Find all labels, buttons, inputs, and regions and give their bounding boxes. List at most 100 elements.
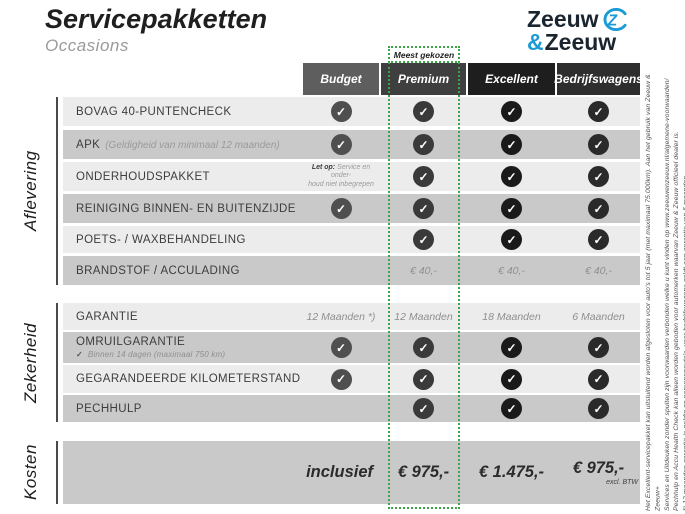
cell-bedrijfswagens: ✓ (557, 395, 640, 422)
row-label-wrap: BOVAG 40-PUNTENCHECK (76, 97, 231, 126)
check-icon: ✓ (330, 101, 352, 122)
row-label-wrap: POETS- / WAXBEHANDELING (76, 226, 246, 253)
cell-budget (303, 256, 379, 285)
price-bedrijfswagens: € 975,- excl. BTW (557, 441, 640, 504)
cell-value: € 40,- (498, 264, 525, 277)
cell-value: € 40,- (585, 264, 612, 277)
cell-bedrijfswagens: ✓ (557, 332, 640, 363)
column-header-budget: Budget (303, 63, 379, 95)
section-line-aflevering (56, 97, 58, 285)
column-header-premium: Premium (381, 63, 466, 95)
row-label: POETS- / WAXBEHANDELING (76, 233, 246, 246)
cell-excellent: ✓ (468, 130, 555, 159)
cell-excellent: ✓ (468, 365, 555, 393)
cell-budget: ✓ (303, 97, 379, 126)
cell-premium: € 40,- (381, 256, 466, 285)
logo-ampersand: & (527, 29, 544, 55)
cell-excellent: ✓ (468, 97, 555, 126)
cell-premium: ✓ (381, 395, 466, 422)
check-icon: ✓ (588, 398, 609, 419)
cell-budget: ✓ (303, 130, 379, 159)
row-label: APK (Geldigheid van minimaal 12 maanden) (76, 138, 280, 151)
check-icon: ✓ (413, 198, 434, 219)
check-icon: ✓ (501, 101, 522, 122)
row-label-wrap: BRANDSTOF / ACCULADING (76, 256, 240, 285)
table-row: OMRUILGARANTIE ✓ Binnen 14 dagen (maximaal… (63, 332, 640, 363)
cell-excellent: ✓ (468, 395, 555, 422)
row-label: PECHHULP (76, 402, 142, 415)
disclaimer-line: Services en Uitdeuken zonder spuiten zij… (663, 78, 671, 511)
cell-excellent: 18 Maanden (468, 303, 555, 330)
row-label: OMRUILGARANTIE (76, 336, 186, 348)
check-icon: ✓ (330, 368, 352, 390)
cell-budget: Let op: Service en onder-houd niet inbeg… (303, 162, 379, 191)
table-row: ONDERHOUDSPAKKET Let op: Service en onder… (63, 162, 640, 191)
column-header-bedrijfswagens: Bedrijfswagens (554, 63, 643, 95)
cell-premium: ✓ (381, 226, 466, 253)
row-label-wrap: OMRUILGARANTIE ✓ Binnen 14 dagen (maximaal… (76, 332, 225, 363)
legal-disclaimer: Het Excellent-servicepakket kan uitsluit… (644, 55, 685, 511)
disclaimer-line: *) 12 maanden garantie is geldig op pers… (682, 173, 685, 511)
check-icon: ✓ (330, 134, 352, 155)
disclaimer-line: Pechhulp en Accu Health Check kan alleen… (673, 131, 681, 511)
cell-value: 6 Maanden (572, 310, 625, 323)
table-row: APK (Geldigheid van minimaal 12 maanden) ✓… (63, 130, 640, 159)
letop-note: Let op: Service en onder-houd niet inbeg… (308, 163, 374, 188)
cell-bedrijfswagens: ✓ (557, 226, 640, 253)
cell-excellent: ✓ (468, 162, 555, 191)
section-label-kosten: Kosten (21, 444, 40, 501)
check-icon: ✓ (588, 198, 609, 219)
section-line-kosten (56, 441, 58, 504)
check-icon: ✓ (588, 166, 609, 187)
check-icon: ✓ (413, 229, 434, 250)
row-label: GARANTIE (76, 310, 138, 323)
cell-budget (303, 395, 379, 422)
zeeuw-logo: Zeeuw Z & Zeeuw (527, 7, 628, 55)
cell-value: 18 Maanden (482, 310, 541, 323)
row-label: GEGARANDEERDE KILOMETERSTAND (76, 373, 301, 385)
cell-excellent: ✓ (468, 332, 555, 363)
row-subnote: ✓ Binnen 14 dagen (maximaal 750 km) (76, 350, 226, 359)
section-label-aflevering: Aflevering (21, 150, 40, 232)
logo-line-2: & Zeeuw (527, 29, 628, 55)
cell-budget: ✓ (303, 365, 379, 393)
cell-bedrijfswagens: ✓ (557, 162, 640, 191)
check-icon: ✓ (330, 337, 352, 358)
cell-value: € 40,- (410, 264, 437, 277)
row-label-wrap: GEGARANDEERDE KILOMETERSTAND (76, 365, 300, 393)
price-excellent: € 1.475,- (468, 441, 555, 504)
cell-excellent: ✓ (468, 226, 555, 253)
check-icon: ✓ (588, 134, 609, 155)
check-icon: ✓ (413, 368, 434, 390)
kosten-row: inclusief € 975,- € 1.475,- € 975,- excl… (63, 441, 640, 504)
row-label: BRANDSTOF / ACCULADING (76, 264, 240, 277)
logo-line-1: Zeeuw Z (527, 7, 628, 32)
check-icon: ✓ (501, 368, 522, 390)
cell-premium: ✓ (381, 332, 466, 363)
row-label-wrap: REINIGING BINNEN- EN BUITENZIJDE (76, 194, 296, 223)
section-label-zekerheid: Zekerheid (21, 322, 40, 403)
table-row: GEGARANDEERDE KILOMETERSTAND ✓ ✓ ✓ ✓ (63, 365, 640, 393)
title-block: Servicepakketten Occasions (45, 4, 267, 56)
disclaimer-line: Het Excellent-servicepakket kan uitsluit… (645, 74, 662, 511)
cell-bedrijfswagens: ✓ (557, 194, 640, 223)
table-row: PECHHULP ✓ ✓ ✓ (63, 395, 640, 422)
check-icon: ✓ (330, 198, 352, 219)
cell-budget: ✓ (303, 194, 379, 223)
row-inline-note: (Geldigheid van minimaal 12 maanden) (105, 139, 280, 151)
price-excellent-value: € 1.475,- (478, 463, 545, 481)
letop-bold: Let op: (311, 163, 338, 171)
cell-budget: ✓ (303, 332, 379, 363)
price-premium-value: € 975,- (397, 463, 450, 481)
cell-value: 12 Maanden *) (306, 310, 376, 323)
cell-premium: 12 Maanden (381, 303, 466, 330)
check-icon: ✓ (413, 134, 434, 155)
cell-bedrijfswagens: ✓ (557, 130, 640, 159)
cell-premium: ✓ (381, 365, 466, 393)
price-btw-note: excl. BTW (606, 479, 638, 486)
check-icon: ✓ (501, 166, 522, 187)
check-icon: ✓ (413, 398, 434, 419)
cell-bedrijfswagens: 6 Maanden (557, 303, 640, 330)
check-icon: ✓ (501, 337, 522, 358)
